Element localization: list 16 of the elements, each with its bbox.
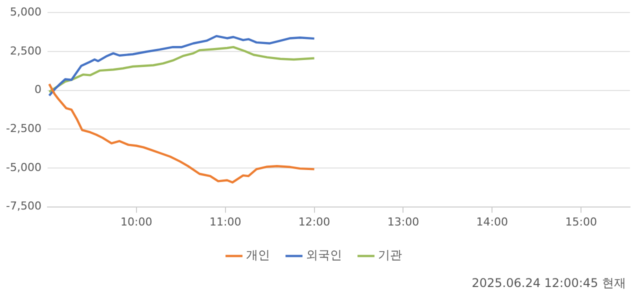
- x-tick-label: 15:00: [565, 215, 597, 228]
- text: 2025.06.24 12:00:45 현재: [472, 275, 626, 292]
- y-tick-label: 0: [34, 83, 42, 96]
- y-tick-label: -5,000: [6, 160, 42, 174]
- legend-label: 개인: [246, 248, 270, 262]
- x-tick-label: 12:00: [298, 215, 330, 228]
- x-tick-label: 14:00: [476, 215, 508, 228]
- legend-label: 외국인: [306, 248, 342, 262]
- legend-label: 기관: [378, 248, 402, 262]
- x-tick-label: 13:00: [387, 215, 420, 228]
- x-tick-label: 11:00: [209, 215, 242, 228]
- x-tick-label: 10:00: [120, 215, 152, 228]
- y-tick-label: 5,000: [10, 5, 42, 18]
- y-tick-label: -2,500: [6, 122, 42, 135]
- y-tick-label: 2,500: [10, 44, 42, 58]
- y-tick-label: -7,500: [6, 200, 42, 213]
